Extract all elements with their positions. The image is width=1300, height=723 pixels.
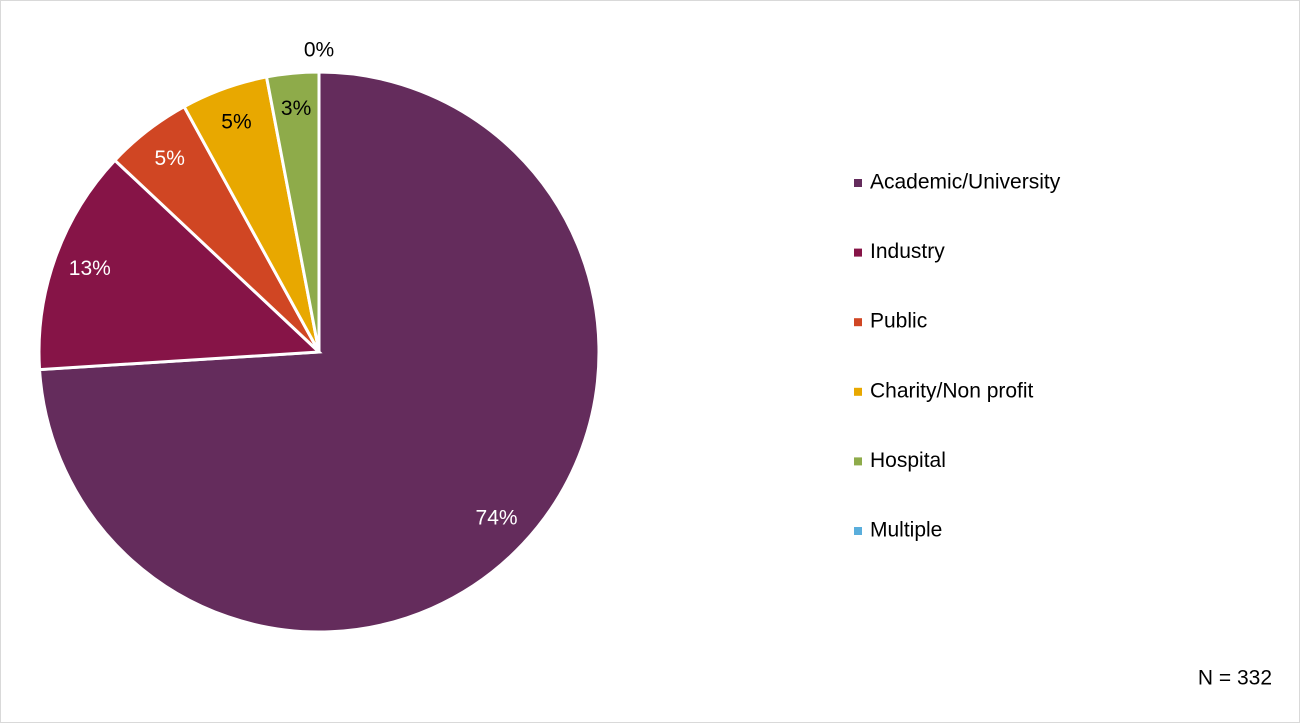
- legend-label: Charity/Non profit: [870, 379, 1034, 402]
- data-label: 5%: [221, 110, 251, 133]
- legend-marker: [854, 318, 862, 327]
- data-label: 74%: [476, 506, 518, 529]
- legend-marker: [854, 387, 862, 396]
- data-label: 3%: [281, 97, 311, 120]
- legend-marker: [854, 527, 862, 535]
- pie-slice: [37, 158, 323, 372]
- legend-label: Hospital: [870, 449, 946, 472]
- data-label: 0%: [304, 39, 334, 62]
- data-label: 5%: [155, 147, 185, 170]
- legend-label: Academic/University: [870, 171, 1061, 194]
- legend-label: Public: [870, 310, 927, 333]
- annotation: N = 332: [1198, 667, 1272, 690]
- legend-label: Industry: [870, 240, 945, 263]
- legend-marker: [854, 179, 862, 187]
- legend-label: Multiple: [870, 519, 942, 542]
- legend-marker: [854, 248, 862, 257]
- data-label: 13%: [69, 257, 111, 280]
- legend-marker: [854, 457, 862, 466]
